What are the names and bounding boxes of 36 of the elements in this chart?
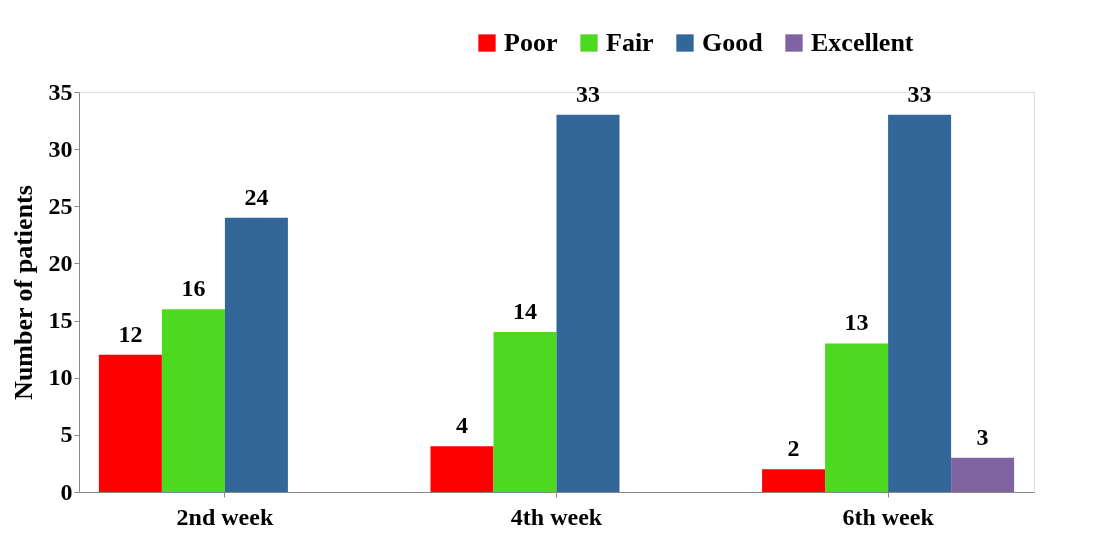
bar: [161, 309, 225, 492]
y-tick-label: 30: [48, 135, 73, 162]
legend-label: Poor: [504, 28, 558, 57]
y-tick-label: 0: [60, 478, 73, 505]
bar: [556, 114, 620, 492]
y-axis-title: Number of patients: [8, 185, 38, 400]
x-tick-label: 2nd week: [176, 503, 274, 530]
data-label: 4: [455, 412, 468, 439]
legend-label: Excellent: [811, 28, 914, 57]
bar: [762, 469, 826, 492]
y-tick-label: 5: [60, 421, 73, 448]
data-label: 33: [907, 80, 932, 107]
bar: [888, 114, 952, 492]
data-label: 33: [576, 80, 600, 107]
bar: [98, 354, 162, 492]
y-tick-label: 20: [48, 249, 73, 276]
y-tick-label: 25: [48, 192, 73, 219]
bar: [224, 217, 288, 492]
legend-label: Good: [702, 28, 764, 57]
data-label: 2: [787, 435, 800, 462]
data-label: 16: [181, 275, 206, 302]
y-tick-label: 10: [48, 364, 73, 391]
bar: [430, 446, 494, 492]
x-tick-label: 6th week: [842, 503, 935, 530]
y-tick-label: 15: [48, 307, 73, 334]
bar: [825, 343, 889, 492]
y-tick-label: 35: [48, 78, 73, 105]
data-label: 14: [513, 298, 537, 324]
data-label: 12: [118, 320, 143, 347]
data-label: 13: [844, 309, 869, 336]
data-label: 3: [976, 423, 989, 450]
legend-label: Fair: [606, 28, 654, 57]
bar: [951, 457, 1015, 492]
x-tick-label: 4th week: [510, 503, 603, 530]
data-label: 24: [244, 183, 269, 210]
bar: [493, 332, 557, 492]
